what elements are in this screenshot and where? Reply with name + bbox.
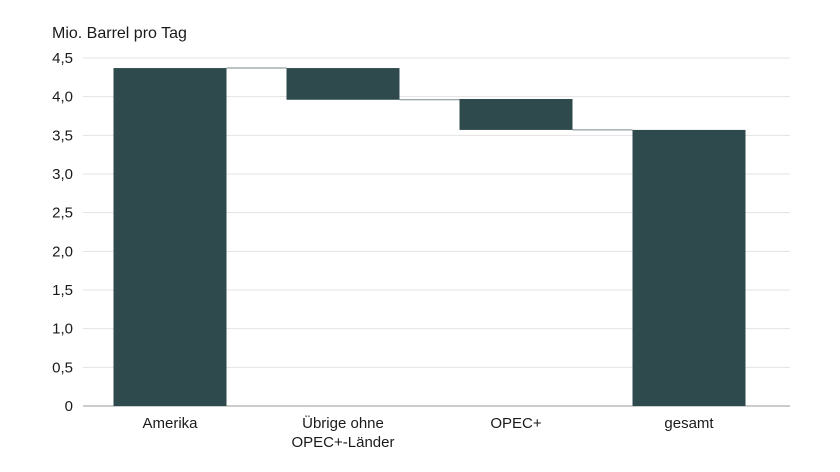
y-tick-label: 4,5 (52, 50, 73, 67)
bar (113, 68, 227, 406)
y-tick-label: 1,5 (52, 282, 73, 299)
x-tick-label: Amerika (142, 415, 198, 432)
y-tick-label: 0 (65, 398, 73, 415)
bar (459, 98, 573, 130)
y-tick-label: 2,5 (52, 205, 73, 222)
y-tick-label: 2,0 (52, 243, 73, 260)
y-tick-label: 3,0 (52, 166, 73, 183)
bars (113, 68, 746, 407)
x-tick-label: gesamt (664, 415, 714, 432)
connector-lines (226, 67, 633, 131)
x-tick-label: OPEC+ (490, 415, 542, 432)
y-tick-label: 1,0 (52, 321, 73, 338)
y-axis-title: Mio. Barrel pro Tag (52, 25, 187, 42)
y-tick-label: 4,0 (52, 89, 73, 106)
y-tick-label: 0,5 (52, 359, 73, 376)
y-axis-ticks: 0 0,5 1,0 1,5 2,0 2,5 3,0 3,5 4,0 4,5 (52, 50, 73, 415)
bar (286, 68, 400, 100)
y-tick-label: 3,5 (52, 127, 73, 144)
x-axis-labels: Amerika Übrige ohne OPEC+-Länder OPEC+ gesam… (142, 414, 714, 451)
bar (632, 129, 746, 407)
x-tick-label: Übrige ohne OPEC+-Länder (292, 414, 395, 451)
